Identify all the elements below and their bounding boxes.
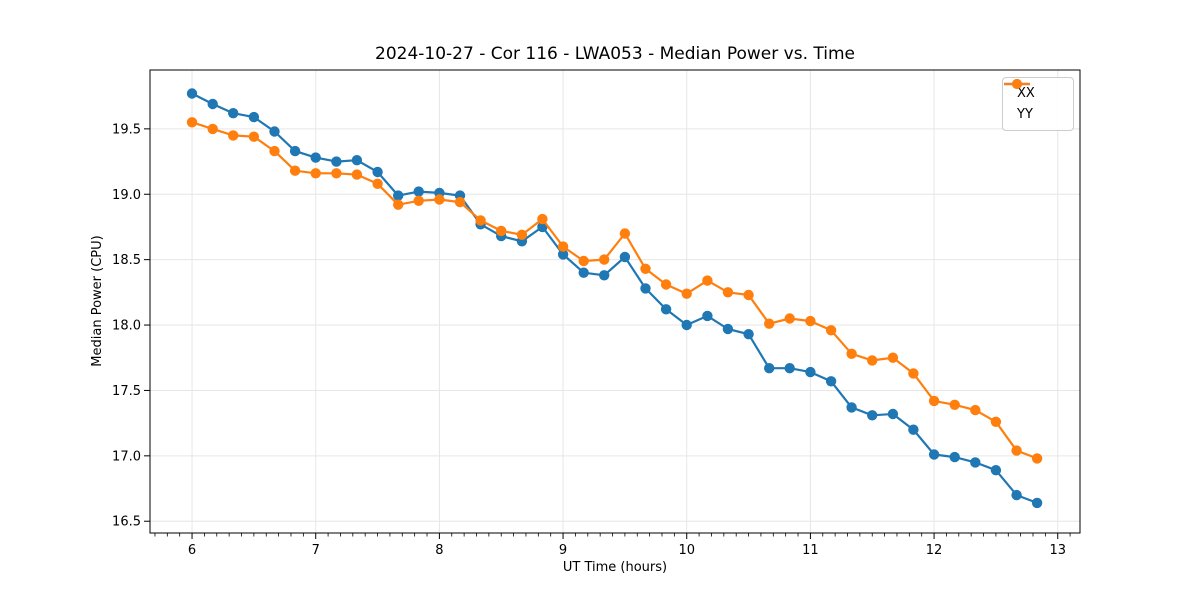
svg-text:19.5: 19.5 [112, 122, 141, 137]
legend: XX YY [1002, 77, 1074, 131]
legend-line-marker-yy-icon [1004, 79, 1030, 89]
plot-spines [149, 69, 1081, 534]
legend-label-yy: YY [1017, 107, 1033, 122]
svg-text:17.0: 17.0 [112, 449, 141, 464]
svg-text:10: 10 [678, 543, 695, 558]
svg-text:13: 13 [1049, 543, 1066, 558]
x-axis-label: UT Time (hours) [562, 560, 668, 575]
svg-text:12: 12 [926, 543, 943, 558]
svg-text:9: 9 [559, 543, 567, 558]
legend-item-yy: YY [1004, 79, 1065, 125]
svg-text:6: 6 [188, 543, 196, 558]
x-axis-ticks: 6 7 8 9 10 11 12 13 [154, 533, 1071, 558]
grid-lines [150, 70, 1080, 533]
y-axis-ticks: 16.5 17.0 17.5 18.0 18.5 19.0 19.5 [112, 122, 150, 530]
svg-text:18.5: 18.5 [112, 253, 141, 268]
svg-text:11: 11 [802, 543, 819, 558]
svg-text:7: 7 [312, 543, 320, 558]
svg-text:8: 8 [435, 543, 443, 558]
svg-text:16.5: 16.5 [112, 515, 141, 530]
svg-text:18.0: 18.0 [112, 319, 141, 334]
series-xx-markers [186, 88, 1043, 509]
series-yy-markers [186, 117, 1043, 464]
svg-text:17.5: 17.5 [112, 384, 141, 399]
svg-text:19.0: 19.0 [112, 188, 141, 203]
chart-title: 2024-10-27 - Cor 116 - LWA053 - Median P… [375, 44, 855, 64]
legend-label-xx: XX [1017, 86, 1035, 101]
